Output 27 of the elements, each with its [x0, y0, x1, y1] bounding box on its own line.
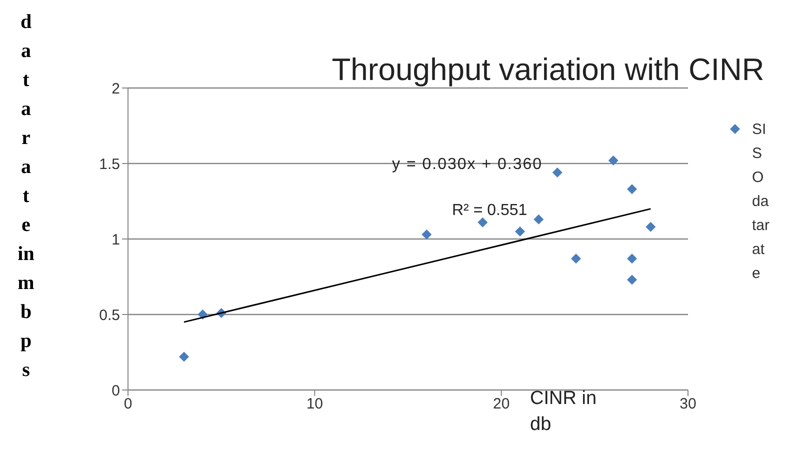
point	[515, 226, 525, 236]
annotation: y = 0.030x + 0.360	[392, 156, 543, 174]
point	[478, 217, 488, 228]
point	[627, 274, 637, 285]
chart-title: Throughput variation with CINR	[330, 51, 766, 89]
y-tick-label: 0.5	[99, 306, 120, 324]
point	[571, 254, 581, 264]
y-tick-label: 1	[112, 231, 120, 248]
text: datarate in mbps	[18, 11, 34, 381]
y-tick-label: 1.5	[99, 156, 120, 173]
point	[646, 222, 656, 232]
point	[608, 155, 618, 166]
y-tick-label: 0	[112, 382, 120, 400]
x-tick-label: 0	[124, 396, 132, 413]
point	[179, 352, 189, 362]
point	[627, 184, 637, 194]
point	[552, 168, 562, 178]
x-tick-label: 30	[680, 396, 696, 413]
x-tick-label: 20	[492, 396, 510, 413]
x-tick-label: 10	[306, 396, 324, 413]
annotation: R² = 0.551	[452, 202, 528, 220]
point	[422, 229, 432, 240]
point	[627, 254, 637, 264]
point	[534, 214, 544, 224]
y-tick-label: 2	[112, 80, 120, 98]
legend-label: SISO datarate	[752, 120, 770, 284]
x-axis-title: CINR in db	[530, 387, 598, 437]
